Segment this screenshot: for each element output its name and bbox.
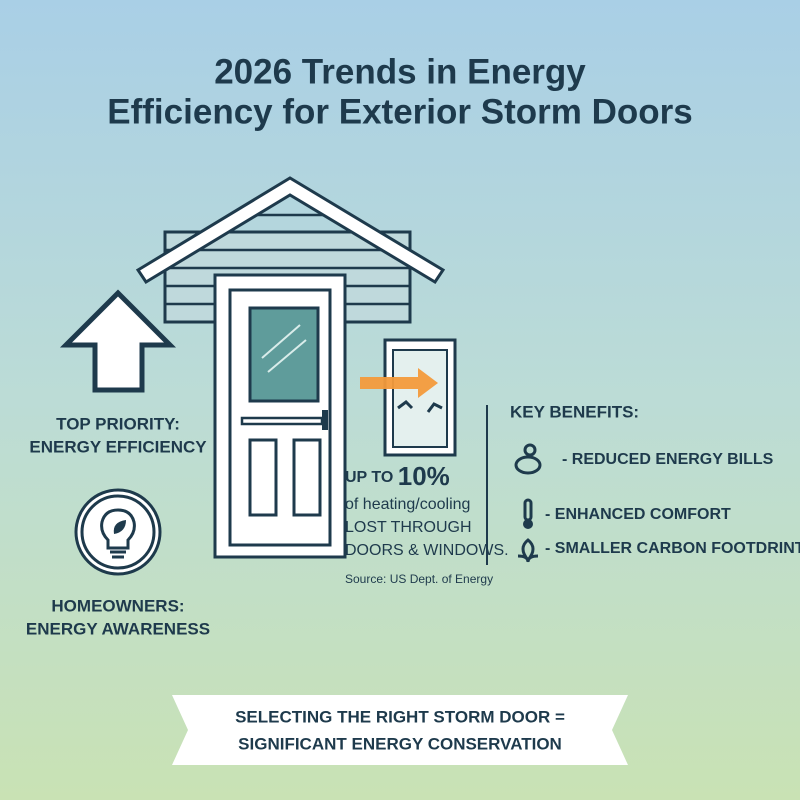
banner-line: SIGNIFICANT ENERGY CONSERVATION <box>238 734 562 753</box>
benefit-item: - ENHANCED COMFORT <box>545 506 731 523</box>
benefits-heading: KEY BENEFITS: <box>510 402 639 421</box>
priority-value: ENERGY EFFICIENCY <box>29 437 207 456</box>
thermometer-icon <box>523 498 533 529</box>
bulb-icon <box>74 488 162 576</box>
title-line: Efficiency for Exterior Storm Doors <box>107 92 692 131</box>
awareness-label: HOMEOWNERS: <box>51 596 184 615</box>
stat-line: DOORS & WINDOWS. <box>345 542 509 559</box>
stat-line: LOST THROUGH <box>345 519 472 536</box>
banner-ribbon <box>172 695 628 765</box>
stat-headline: UP TO 10% <box>345 461 450 491</box>
stat-prefix: UP TO <box>345 469 393 486</box>
stat-line: of heating/cooling <box>345 496 470 513</box>
stat-source: Source: US Dept. of Energy <box>345 572 493 586</box>
piggy-icon <box>514 443 542 475</box>
banner-line: SELECTING THE RIGHT STORM DOOR = <box>235 707 565 726</box>
benefit-item: - SMALLER CARBON FOOTDRINT <box>545 540 800 557</box>
up-arrow-icon <box>59 289 177 393</box>
priority-label: TOP PRIORITY: <box>56 414 180 433</box>
stat-figure: 10% <box>398 461 450 491</box>
awareness-value: ENERGY AWARENESS <box>26 619 210 638</box>
house <box>135 176 457 559</box>
title-line: 2026 Trends in Energy <box>214 52 586 91</box>
leaf-icon <box>517 538 539 563</box>
benefit-item: - REDUCED ENERGY BILLS <box>562 451 774 468</box>
